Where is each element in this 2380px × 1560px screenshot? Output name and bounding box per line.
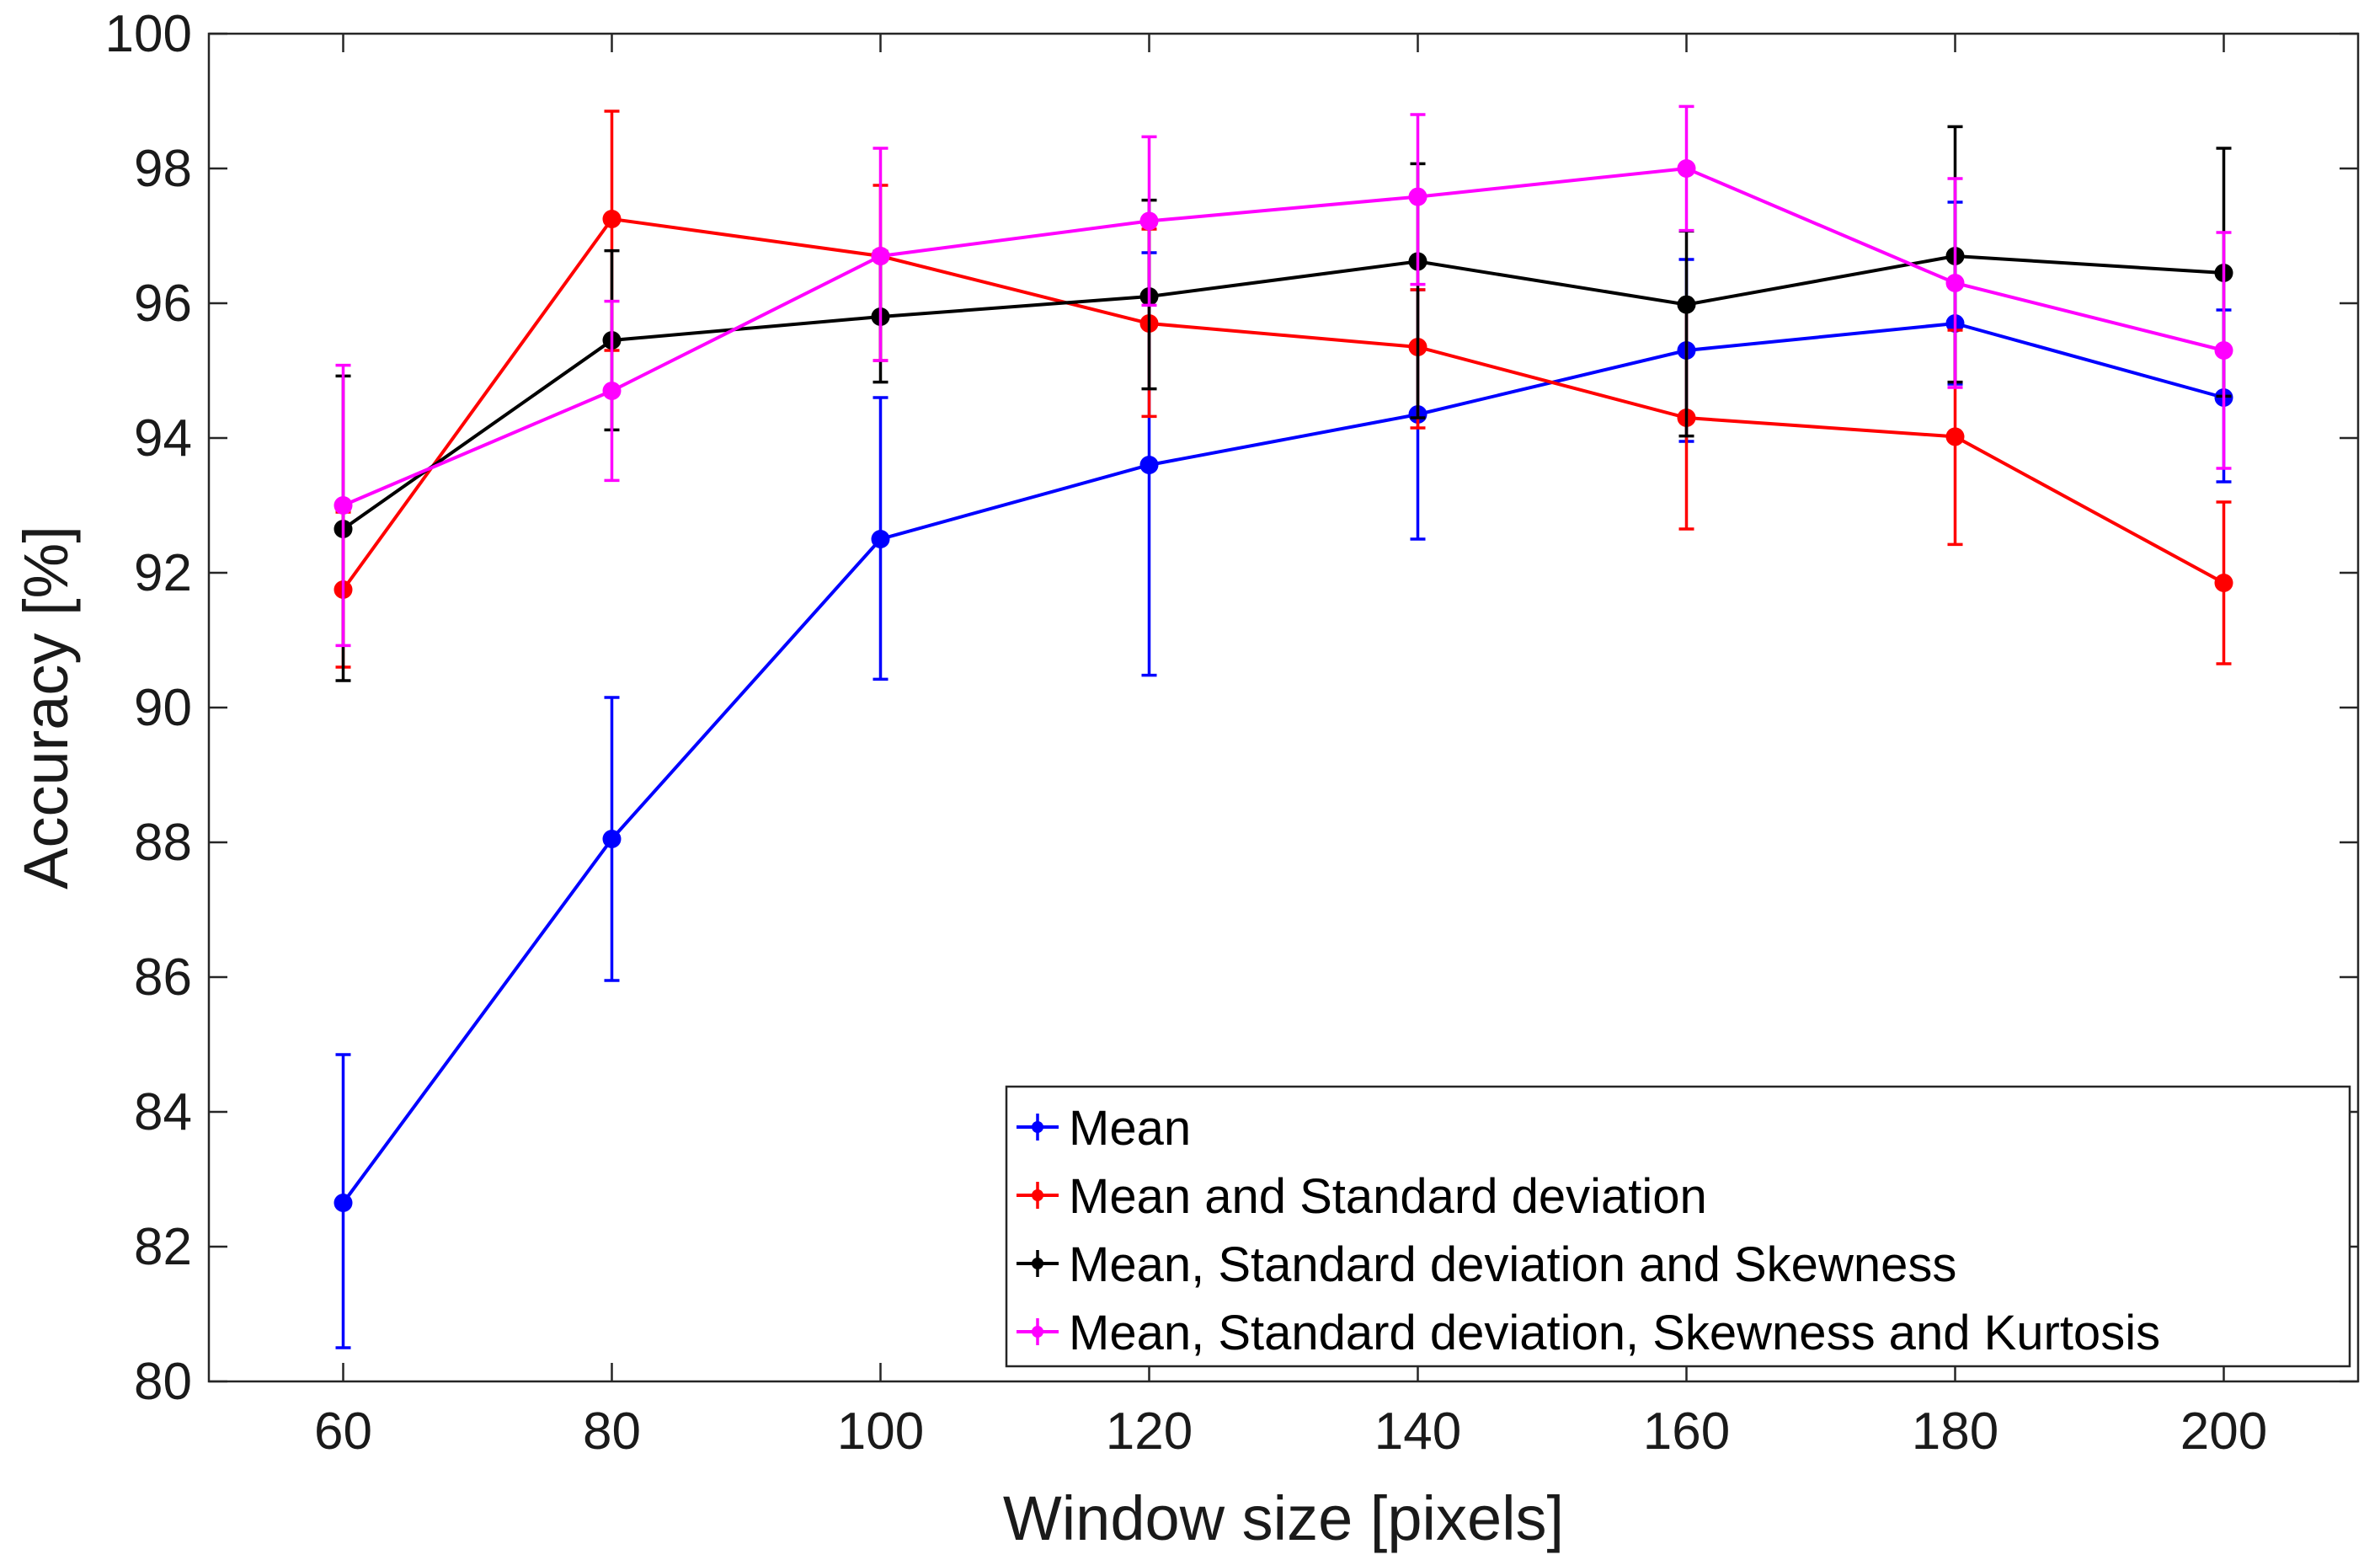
legend-swatch-marker [1032, 1189, 1043, 1201]
data-point [1945, 274, 1965, 292]
y-tick-label: 80 [134, 1353, 192, 1411]
x-tick-label: 180 [1912, 1402, 1998, 1461]
data-point [1408, 187, 1427, 206]
legend-swatch-marker [1032, 1326, 1043, 1338]
legend-entry-label: Mean and Standard deviation [1069, 1169, 1707, 1224]
axes: 60 80 100 120 140 160 180 200 80 82 84 86 88 90 92 94 96… [105, 5, 2358, 1461]
y-tick-label: 100 [105, 5, 192, 63]
legend-entry-label: Mean, Standard deviation and Skewness [1069, 1237, 1956, 1292]
data-point [2214, 574, 2233, 592]
x-tick-label: 140 [1374, 1402, 1461, 1461]
data-point [602, 830, 622, 848]
series-line [342, 166, 2224, 507]
x-tick-label: 200 [2180, 1402, 2267, 1461]
y-tick-label: 96 [134, 275, 192, 333]
data-point [334, 496, 353, 515]
data-point [334, 1194, 353, 1212]
chart-marks [334, 104, 2233, 1349]
y-axis-label: Accuracy [%] [11, 526, 81, 890]
series-4 [334, 104, 2233, 648]
data-point [871, 530, 890, 548]
legend: Mean Mean and Standard deviation Mean, Sta… [1005, 1085, 2351, 1368]
data-point [871, 247, 890, 265]
data-point [602, 210, 622, 228]
series-line [341, 321, 2225, 1205]
y-tick-label: 86 [134, 948, 192, 1007]
series-1 [334, 200, 2233, 1349]
legend-entry-label: Mean [1069, 1101, 1191, 1156]
data-point [1677, 295, 1696, 314]
y-tick-label: 82 [134, 1218, 192, 1276]
y-tick-label: 84 [134, 1083, 192, 1141]
x-tick-label: 100 [837, 1402, 924, 1461]
data-point [1945, 427, 1965, 446]
y-tick-label: 92 [134, 544, 192, 602]
data-point [1139, 456, 1159, 474]
data-point [2214, 341, 2233, 360]
y-tick-label: 90 [134, 679, 192, 737]
legend-swatch-marker [1032, 1121, 1043, 1133]
x-tick-label: 80 [583, 1402, 641, 1461]
x-tick-label: 160 [1643, 1402, 1730, 1461]
legend-box [1005, 1085, 2351, 1368]
x-tick-label: 60 [314, 1402, 372, 1461]
data-point [602, 382, 622, 400]
x-axis-label: Window size [pixels] [1003, 1483, 1564, 1553]
y-tick-label: 98 [134, 140, 192, 198]
legend-entry-label: Mean, Standard deviation, Skewness and K… [1069, 1306, 2160, 1360]
legend-swatch-marker [1032, 1258, 1043, 1269]
data-point [1677, 159, 1696, 178]
data-point [1139, 211, 1159, 231]
series-line [341, 216, 2225, 591]
x-tick-label: 120 [1106, 1402, 1193, 1461]
y-tick-label: 94 [134, 409, 192, 467]
y-tick-label: 88 [134, 814, 192, 872]
